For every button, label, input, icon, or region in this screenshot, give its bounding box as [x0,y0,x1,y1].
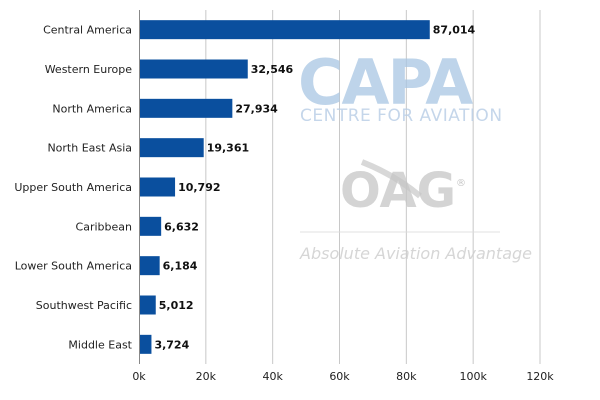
value-label: 32,546 [251,63,294,76]
value-label: 3,724 [154,338,189,351]
bar [139,334,152,354]
category-label: Upper South America [14,181,132,194]
x-tick-label: 60k [329,370,350,383]
bar [139,216,162,236]
bar [139,138,204,158]
category-label: Western Europe [45,63,133,76]
bar [139,20,430,40]
oag-watermark: OAG [340,163,456,219]
category-label: Lower South America [15,260,132,273]
capa-subtitle-watermark: CENTRE FOR AVIATION [300,106,503,126]
category-label: North America [52,102,132,115]
value-label: 6,632 [164,220,199,233]
x-tick-label: 40k [262,370,283,383]
x-tick-label: 120k [526,370,554,383]
x-tick-label: 100k [459,370,487,383]
value-label: 87,014 [433,24,476,37]
category-label: Central America [43,24,132,37]
value-label: 10,792 [178,181,220,194]
category-label: Caribbean [76,220,132,233]
bar [139,59,248,79]
x-tick-label: 20k [196,370,217,383]
category-label: Southwest Pacific [36,299,132,312]
category-label: North East Asia [47,142,132,155]
bar [139,177,176,197]
axis-layer: 0k 20k 40k 60k 80k 100k 120k Central America Wes… [14,10,554,383]
bar [139,256,160,276]
value-label: 27,934 [235,102,278,115]
oag-registered-mark: ® [456,178,466,189]
category-label: Middle East [68,338,132,351]
x-tick-label: 80k [396,370,417,383]
value-label: 19,361 [207,142,249,155]
bar [139,98,233,118]
value-label: 5,012 [159,299,194,312]
value-label: 6,184 [163,260,198,273]
x-tick-label: 0k [132,370,146,383]
capa-watermark: CAPA [298,46,473,119]
watermarks: CAPA CENTRE FOR AVIATION OAG ® Absolute … [298,46,532,263]
bar [139,295,156,315]
oag-swoosh-icon [360,159,422,199]
grid-layer [205,10,541,364]
bars-layer: 87,014 32,546 27,934 19,361 10,792 6,632 6,184… [139,20,476,354]
oag-tagline-watermark: Absolute Aviation Advantage [299,244,532,263]
